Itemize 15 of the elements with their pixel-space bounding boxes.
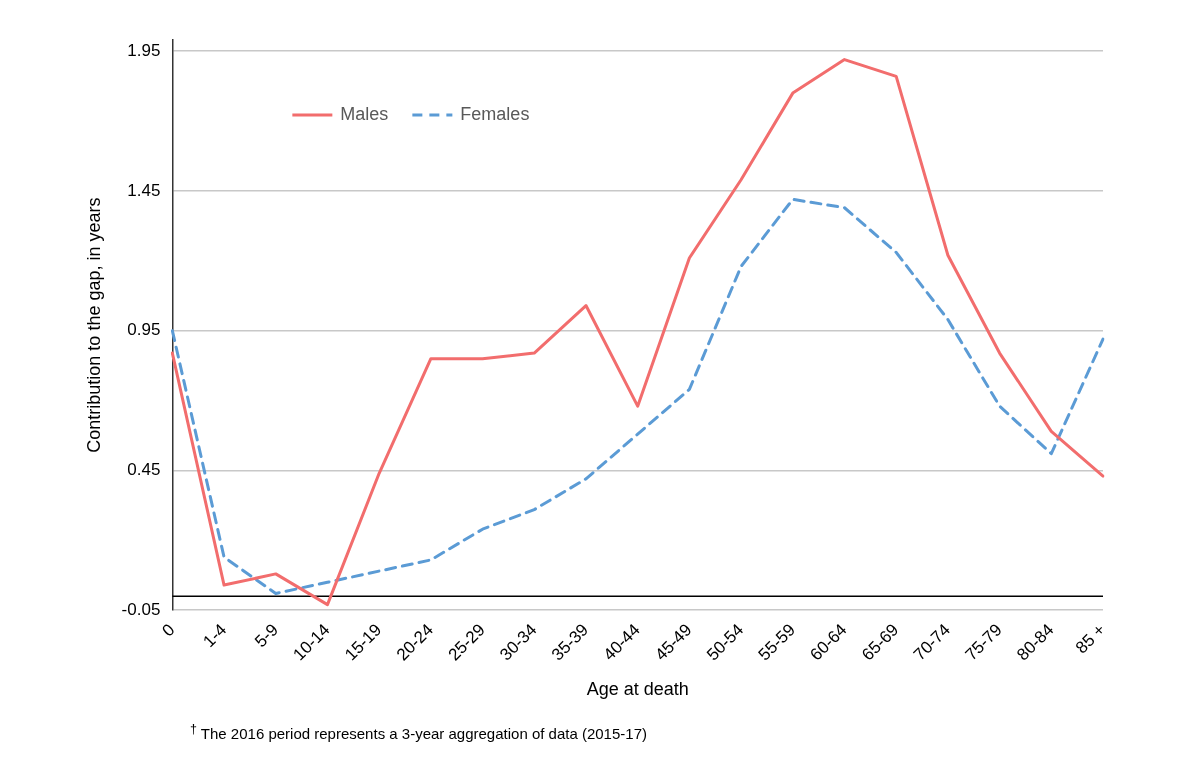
- line-series: [170, 197, 1105, 595]
- x-tick-label: 1-4: [199, 620, 231, 651]
- x-tick-label: 85 +: [1071, 620, 1110, 658]
- x-tick-label: 5-9: [251, 620, 282, 651]
- y-tick-label: 1.95: [127, 40, 161, 60]
- y-tick-label: 1.45: [127, 180, 161, 200]
- x-axis-title: Age at death: [586, 679, 689, 700]
- x-tick-label: 0: [158, 620, 179, 641]
- y-axis-title: Contribution to the gap, in years: [83, 197, 104, 453]
- y-tick-label: 0.45: [127, 460, 161, 480]
- legend-label: Males: [340, 103, 389, 124]
- legend-label: Females: [460, 103, 530, 124]
- y-tick-label: -0.05: [121, 599, 161, 619]
- text: $^{†}$ The 2016 period represents a 3-year aggregation of data (2015-17): [190, 722, 647, 742]
- y-tick-label: 0.95: [127, 320, 161, 340]
